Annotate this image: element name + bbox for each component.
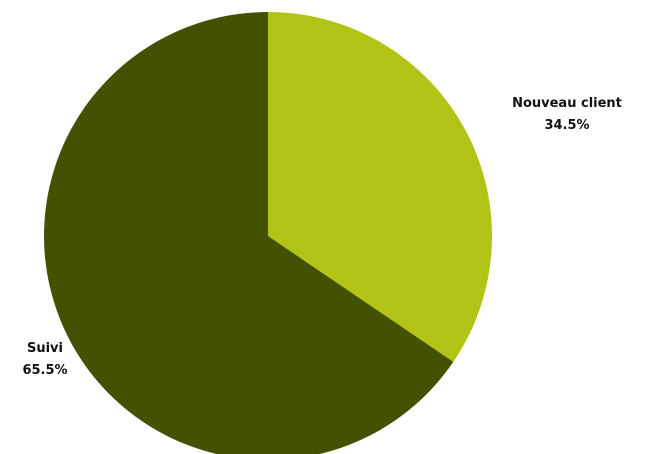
pie-slices [44,12,493,454]
pie-slice-nouveau-client [268,12,493,362]
slice-label-nouveau-client: Nouveau client [512,96,622,111]
slice-value-suivi: 65.5% [22,363,67,378]
slice-label-suivi: Suivi [27,341,63,356]
pie-slice-suivi [44,12,454,454]
slice-value-nouveau-client: 34.5% [544,118,589,133]
pie-labels: Nouveau client 34.5% Suivi 65.5% [22,96,621,378]
